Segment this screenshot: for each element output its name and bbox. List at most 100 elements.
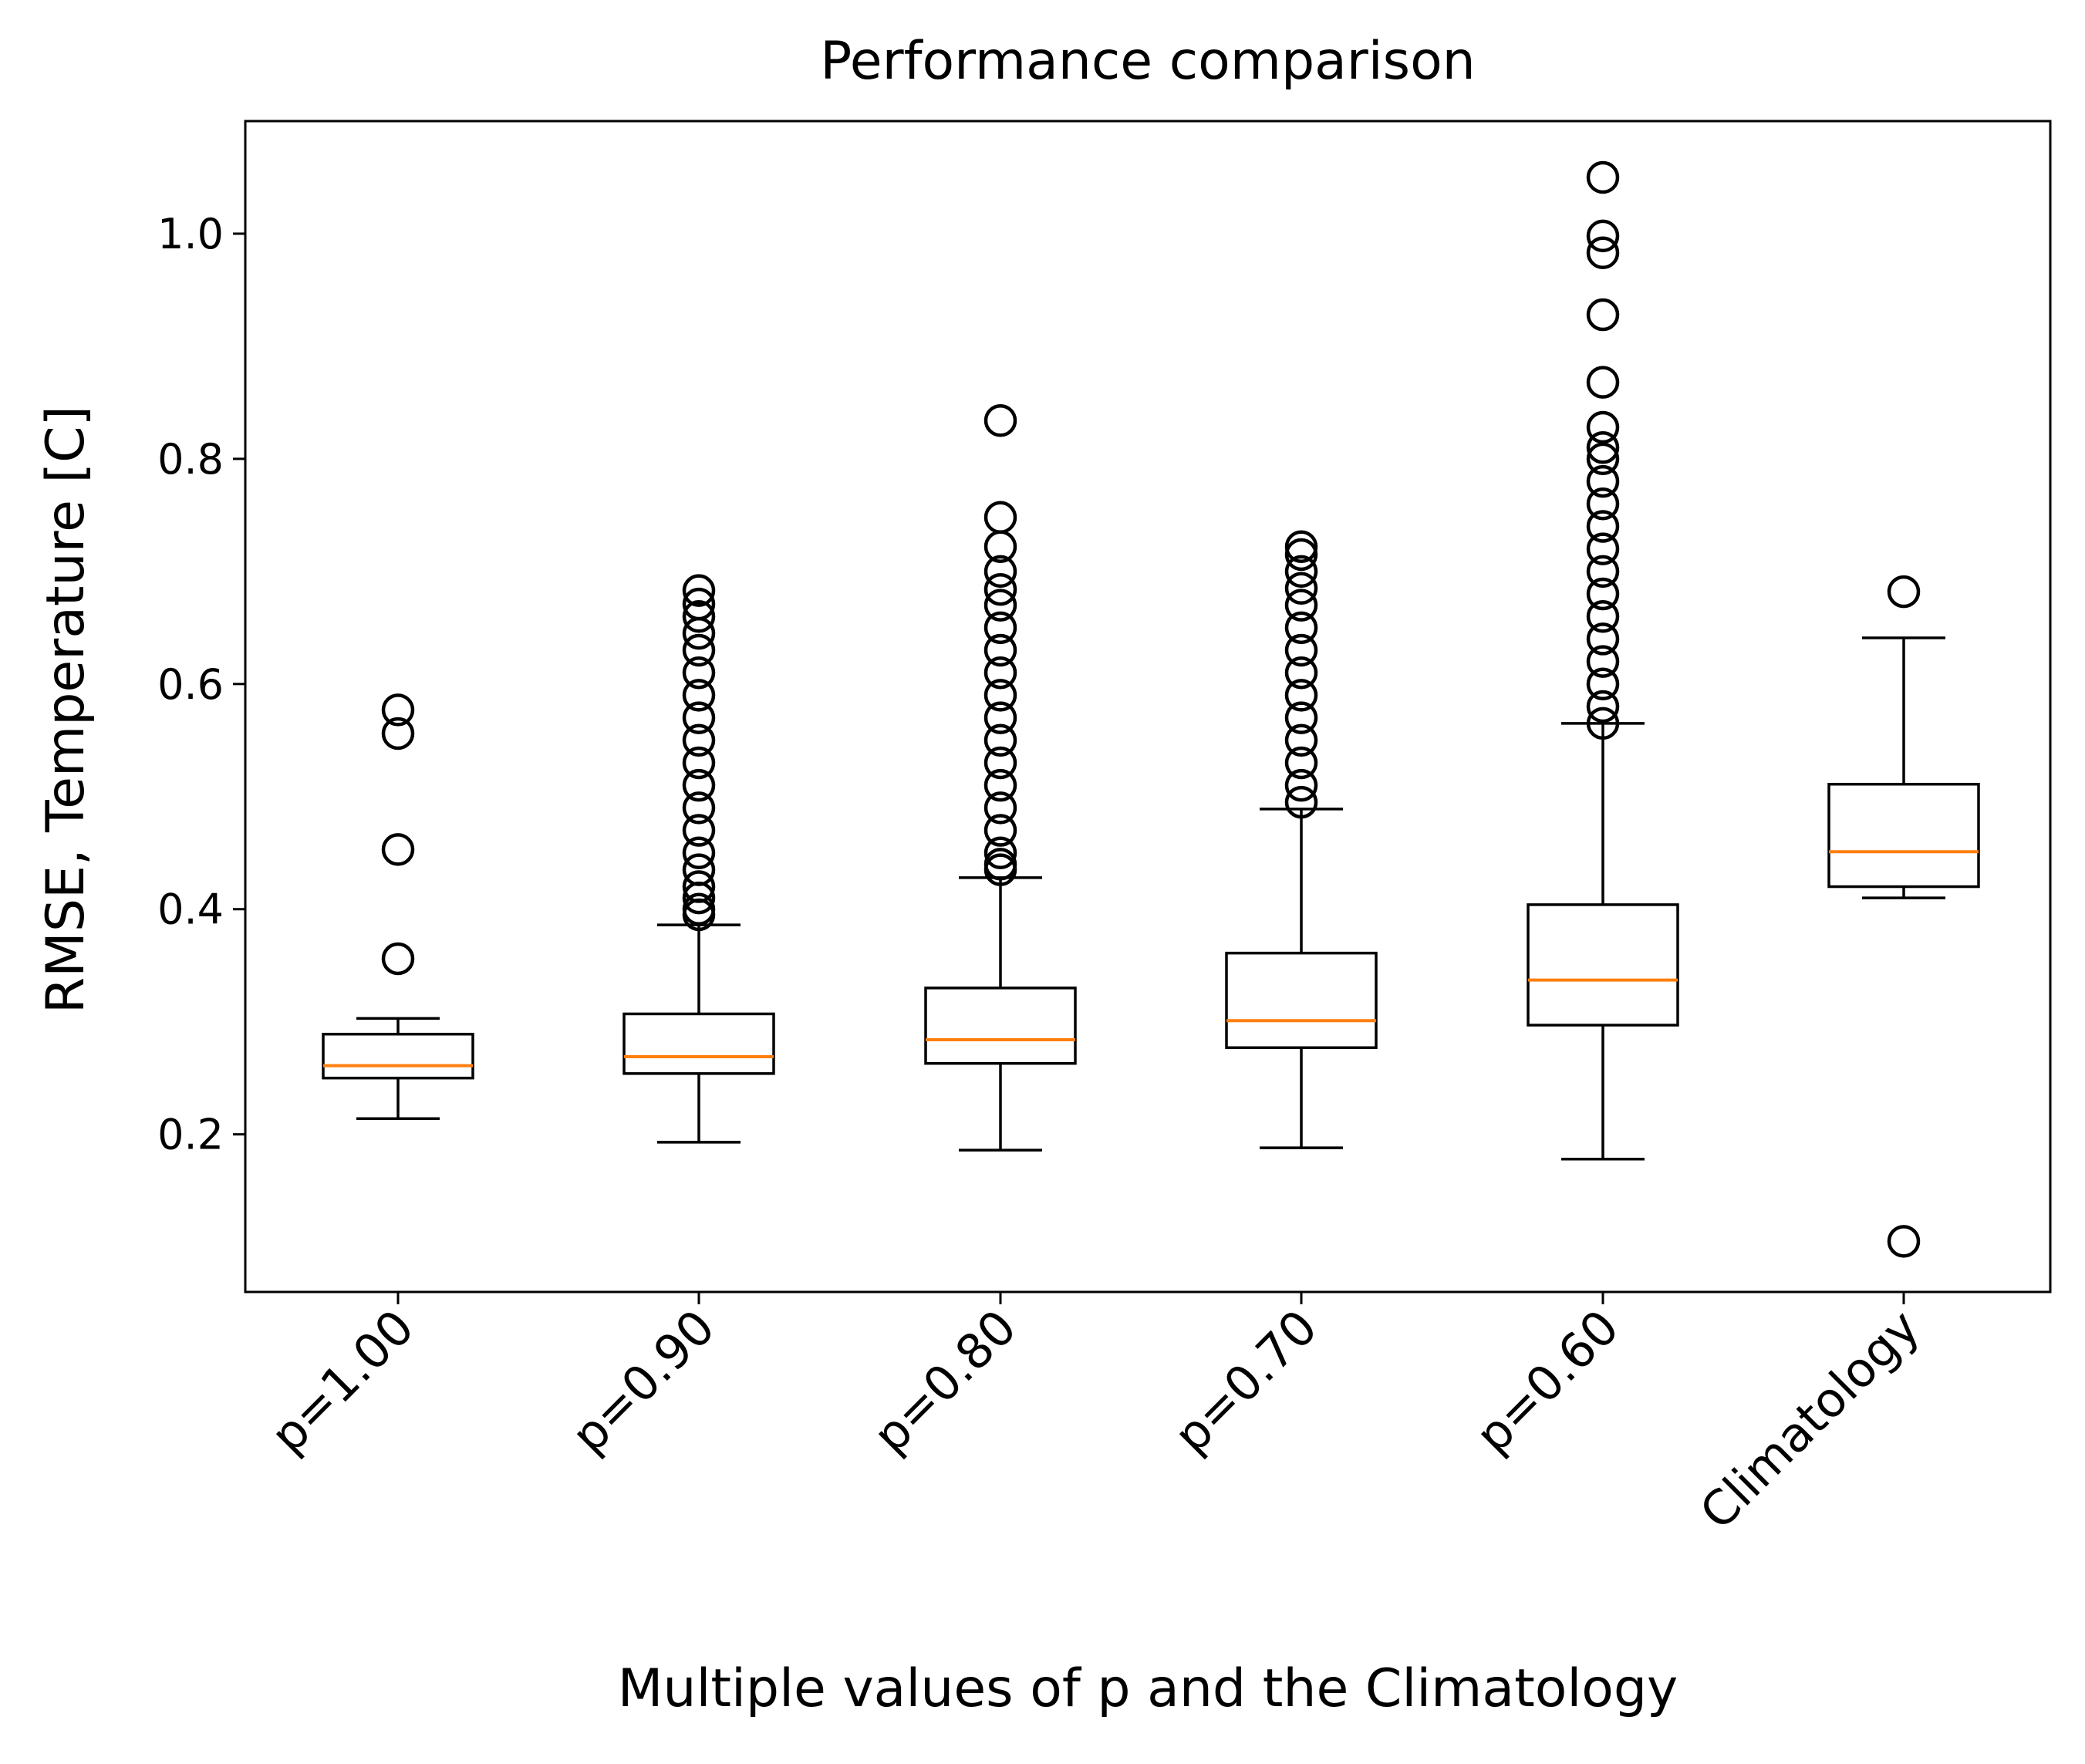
outlier-point <box>1586 464 1620 498</box>
outlier-point <box>381 942 415 976</box>
outlier-point <box>983 768 1017 802</box>
box-group <box>924 404 1077 1152</box>
outlier-point <box>1586 577 1620 611</box>
outlier-point <box>1586 510 1620 543</box>
outlier-point <box>682 814 716 847</box>
outlier-point <box>1284 530 1318 563</box>
x-tick-label: Climatology <box>1689 1299 1931 1540</box>
outlier-point <box>682 633 716 667</box>
outlier-point <box>1586 487 1620 521</box>
box-group <box>1527 160 1679 1161</box>
outlier-point <box>1586 555 1620 589</box>
box-body <box>622 1012 775 1075</box>
outlier-point <box>381 833 415 866</box>
outlier-point <box>983 572 1017 606</box>
outlier-point <box>381 717 415 750</box>
outlier-point <box>682 746 716 780</box>
outlier-point <box>1586 219 1620 253</box>
x-tick-label: p=1.00 <box>260 1299 425 1464</box>
outlier-point <box>682 768 716 802</box>
plot-area: 0.2 0.4 0.6 0.8 1.0 <box>157 160 1980 1304</box>
outlier-point <box>983 701 1017 734</box>
outlier-point <box>1586 410 1620 444</box>
outlier-point <box>682 836 716 869</box>
outlier-point <box>983 723 1017 757</box>
outlier-point <box>983 589 1017 622</box>
outlier-point <box>1284 679 1318 712</box>
box-group <box>622 574 775 1144</box>
box-body <box>322 1032 474 1080</box>
outlier-point <box>983 679 1017 712</box>
outlier-point <box>1586 431 1620 464</box>
x-tick-label: p=0.90 <box>561 1299 726 1464</box>
outlier-point <box>983 633 1017 667</box>
outlier-point <box>1586 645 1620 678</box>
outlier-point <box>1284 701 1318 734</box>
y-tick-label: 0.8 <box>157 435 224 484</box>
outlier-point <box>682 574 716 607</box>
outlier-point <box>983 501 1017 535</box>
y-tick-label: 0.4 <box>157 885 224 934</box>
box-group <box>1225 530 1378 1149</box>
outlier-point <box>1586 532 1620 565</box>
outlier-point <box>381 693 415 727</box>
outlier-point <box>1586 160 1620 194</box>
outlier-point <box>1284 768 1318 802</box>
outlier-point <box>1284 723 1318 757</box>
outlier-point <box>1586 366 1620 399</box>
outlier-point <box>682 791 716 825</box>
x-tick-label: p=0.60 <box>1465 1299 1630 1464</box>
outlier-point <box>1586 622 1620 656</box>
y-tick-label: 0.6 <box>157 660 224 709</box>
outlier-point <box>1887 575 1921 609</box>
outlier-point <box>682 616 716 650</box>
outlier-point <box>983 656 1017 690</box>
outlier-point <box>1284 785 1318 819</box>
outlier-point <box>1284 572 1318 605</box>
plot-frame <box>244 120 2052 1293</box>
outlier-point <box>983 746 1017 780</box>
outlier-point <box>1284 589 1318 622</box>
outlier-point <box>1586 599 1620 633</box>
outlier-point <box>1284 538 1318 572</box>
outlier-point <box>682 870 716 903</box>
outlier-point <box>1586 707 1620 740</box>
outlier-point <box>682 701 716 734</box>
box-group <box>322 693 474 1120</box>
outlier-point <box>682 892 716 926</box>
outlier-point <box>983 404 1017 437</box>
y-axis-label: RMSE, Temperature [C] <box>35 406 96 1014</box>
outlier-point <box>1284 746 1318 780</box>
outlier-point <box>1284 611 1318 645</box>
outlier-point <box>682 679 716 712</box>
outlier-point <box>983 555 1017 589</box>
x-tick-label: p=0.70 <box>1163 1299 1328 1464</box>
box-body <box>1225 951 1378 1050</box>
box-group <box>1827 575 1980 1258</box>
outlier-point <box>983 836 1017 869</box>
x-tick-label: p=0.80 <box>862 1299 1027 1464</box>
outlier-point <box>1284 555 1318 589</box>
outlier-point <box>1586 690 1620 723</box>
outlier-point <box>1586 236 1620 270</box>
box-body <box>1527 903 1679 1027</box>
outlier-point <box>682 587 716 621</box>
box-body <box>924 987 1077 1065</box>
y-tick-label: 0.2 <box>157 1111 224 1159</box>
outlier-point <box>682 599 716 633</box>
outlier-point <box>983 791 1017 825</box>
outlier-point <box>682 723 716 757</box>
outlier-point <box>682 656 716 690</box>
outlier-point <box>1887 1225 1921 1258</box>
box-body <box>1827 782 1980 889</box>
outlier-point <box>1284 633 1318 667</box>
outlier-point <box>983 814 1017 847</box>
outlier-point <box>1586 442 1620 476</box>
x-axis-label: Multiple values of p and the Climatology <box>618 1658 1678 1719</box>
outlier-point <box>1586 298 1620 332</box>
y-tick-label: 1.0 <box>157 210 224 258</box>
outlier-point <box>983 611 1017 645</box>
outlier-point <box>983 848 1017 881</box>
